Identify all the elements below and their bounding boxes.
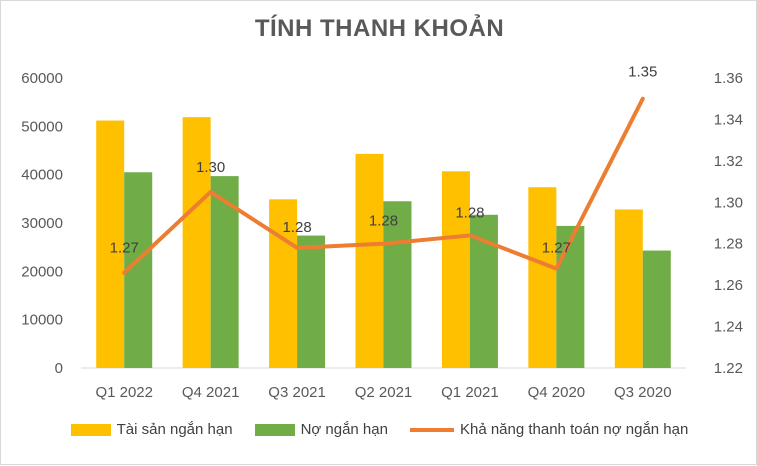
chart-legend: Tài sản ngắn hạn Nợ ngắn hạn Khả năng th…	[1, 421, 757, 438]
x-tick-label: Q4 2021	[182, 384, 240, 401]
data-label-current-ratio: 1.28	[455, 204, 484, 221]
data-label-current-ratio: 1.28	[282, 219, 311, 236]
x-tick-label: Q3 2020	[614, 384, 672, 401]
x-tick-label: Q1 2022	[95, 384, 153, 401]
bar-current-liabilities	[642, 250, 671, 368]
data-label-current-ratio: 1.27	[542, 240, 571, 257]
bar-current-liabilities	[556, 225, 585, 368]
y-left-tick-label: 10000	[21, 312, 63, 329]
y-right-tick-label: 1.22	[714, 360, 743, 377]
bar-current-assets	[96, 120, 125, 369]
chart-title: TÍNH THANH KHOẢN	[254, 15, 505, 42]
x-tick-label: Q3 2021	[268, 384, 326, 401]
legend-label-current-liabilities: Nợ ngắn hạn	[300, 421, 388, 438]
data-label-current-ratio: 1.28	[369, 213, 398, 230]
bar-current-liabilities	[383, 201, 412, 368]
y-right-tick-label: 1.34	[714, 111, 743, 128]
bar-current-liabilities	[297, 235, 326, 368]
y-left-tick-label: 60000	[21, 70, 63, 87]
x-tick-label: Q1 2021	[441, 384, 499, 401]
data-label-current-ratio: 1.27	[110, 240, 139, 257]
data-label-current-ratio: 1.35	[628, 64, 657, 81]
y-right-tick-label: 1.30	[714, 194, 743, 211]
legend-swatch-current-liabilities	[254, 423, 295, 436]
legend-swatch-current-ratio	[409, 427, 454, 432]
legend-item-current-ratio: Khả năng thanh toán nợ ngắn hạn	[409, 421, 689, 438]
bar-current-assets	[355, 153, 384, 368]
y-right-tick-label: 1.36	[714, 70, 743, 87]
line-current-ratio	[122, 96, 645, 275]
legend-label-current-assets: Tài sản ngắn hạn	[116, 421, 233, 438]
legend-swatch-current-assets	[70, 423, 111, 436]
bar-current-assets	[614, 209, 643, 368]
y-left-tick-label: 0	[55, 360, 63, 377]
y-left-tick-label: 30000	[21, 215, 63, 232]
bar-current-liabilities	[210, 176, 239, 368]
legend-item-current-assets: Tài sản ngắn hạn	[70, 421, 233, 438]
data-label-current-ratio: 1.30	[196, 159, 225, 176]
legend-item-current-liabilities: Nợ ngắn hạn	[254, 421, 388, 438]
y-right-tick-label: 1.24	[714, 319, 743, 336]
y-left-tick-label: 50000	[21, 118, 63, 135]
bar-current-assets	[528, 187, 557, 368]
y-right-tick-label: 1.32	[714, 153, 743, 170]
y-right-tick-label: 1.26	[714, 277, 743, 294]
bar-current-assets	[441, 171, 470, 368]
bar-current-assets	[182, 117, 211, 369]
y-right-tick-label: 1.28	[714, 236, 743, 253]
y-left-tick-label: 40000	[21, 167, 63, 184]
bar-current-assets	[269, 199, 298, 368]
y-left-tick-label: 20000	[21, 263, 63, 280]
legend-label-current-ratio: Khả năng thanh toán nợ ngắn hạn	[459, 421, 689, 438]
x-tick-label: Q4 2020	[528, 384, 586, 401]
x-tick-label: Q2 2021	[355, 384, 413, 401]
